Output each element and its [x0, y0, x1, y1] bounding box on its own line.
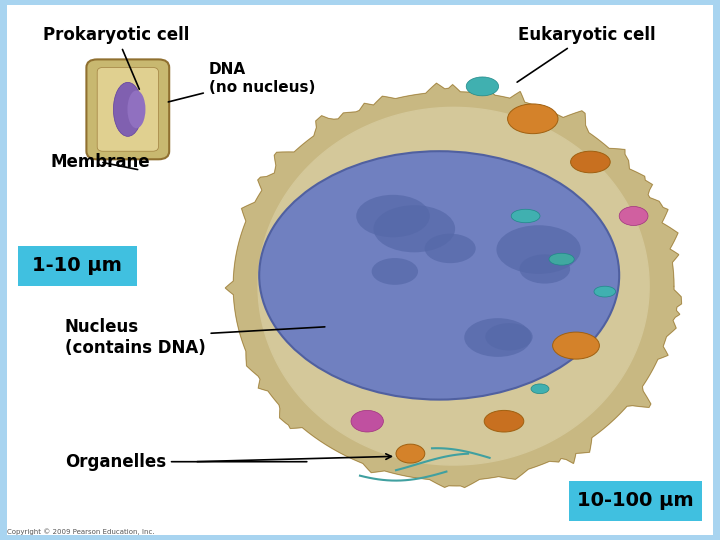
Ellipse shape [356, 195, 430, 237]
Ellipse shape [619, 206, 648, 226]
Ellipse shape [497, 225, 581, 274]
Text: 1-10 µm: 1-10 µm [32, 256, 122, 275]
Ellipse shape [520, 254, 570, 284]
FancyBboxPatch shape [97, 68, 158, 151]
Ellipse shape [511, 209, 540, 222]
Ellipse shape [484, 410, 523, 432]
Text: Prokaryotic cell: Prokaryotic cell [43, 26, 189, 89]
Ellipse shape [425, 234, 476, 263]
Text: Eukaryotic cell: Eukaryotic cell [517, 26, 656, 82]
Ellipse shape [372, 258, 418, 285]
Ellipse shape [571, 151, 610, 173]
Polygon shape [258, 107, 649, 465]
Ellipse shape [549, 253, 575, 265]
FancyBboxPatch shape [86, 59, 169, 159]
Text: Organelles: Organelles [65, 453, 307, 471]
Ellipse shape [467, 77, 498, 96]
Ellipse shape [464, 318, 531, 357]
Ellipse shape [259, 151, 619, 400]
Ellipse shape [127, 91, 145, 128]
Ellipse shape [114, 82, 143, 137]
Ellipse shape [374, 205, 455, 252]
Ellipse shape [351, 410, 383, 432]
Ellipse shape [485, 323, 533, 350]
Text: Membrane: Membrane [50, 153, 150, 171]
Ellipse shape [508, 104, 558, 134]
Ellipse shape [594, 286, 616, 297]
FancyBboxPatch shape [569, 481, 702, 521]
Ellipse shape [531, 384, 549, 394]
Polygon shape [225, 83, 681, 488]
FancyBboxPatch shape [18, 246, 137, 286]
Text: 10-100 µm: 10-100 µm [577, 491, 693, 510]
Ellipse shape [396, 444, 425, 463]
Text: Copyright © 2009 Pearson Education, Inc.: Copyright © 2009 Pearson Education, Inc. [7, 528, 155, 535]
Text: Nucleus
(contains DNA): Nucleus (contains DNA) [65, 318, 325, 357]
Text: DNA
(no nucleus): DNA (no nucleus) [168, 62, 315, 102]
Ellipse shape [553, 332, 600, 359]
